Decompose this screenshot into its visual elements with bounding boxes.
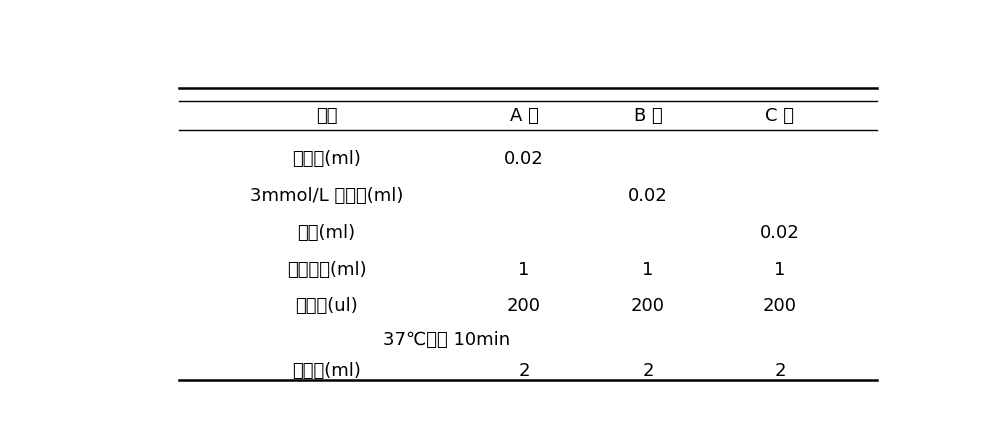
Text: 200: 200 [631,297,665,315]
Text: 样本(ml): 样本(ml) [297,224,356,242]
Text: 200: 200 [763,297,797,315]
Text: 1: 1 [774,261,786,279]
Text: 37℃水浴 10min: 37℃水浴 10min [383,331,510,349]
Text: B 管: B 管 [634,107,662,125]
Text: 3mmol/L 标准液(ml): 3mmol/L 标准液(ml) [250,187,403,205]
Text: 试剂: 试剂 [316,107,337,125]
Text: 显色剂(ul): 显色剂(ul) [295,297,358,315]
Text: 2: 2 [518,362,530,380]
Text: 1: 1 [518,261,530,279]
Text: 蒸馏水(ml): 蒸馏水(ml) [292,150,361,168]
Text: 终止液(ml): 终止液(ml) [292,362,361,380]
Text: 2: 2 [642,362,654,380]
Text: 0.02: 0.02 [760,224,800,242]
Text: 1: 1 [642,261,654,279]
Text: 酶工作液(ml): 酶工作液(ml) [287,261,366,279]
Text: 0.02: 0.02 [504,150,544,168]
Text: 200: 200 [507,297,541,315]
Text: 0.02: 0.02 [628,187,668,205]
Text: C 管: C 管 [765,107,794,125]
Text: A 管: A 管 [510,107,539,125]
Text: 2: 2 [774,362,786,380]
